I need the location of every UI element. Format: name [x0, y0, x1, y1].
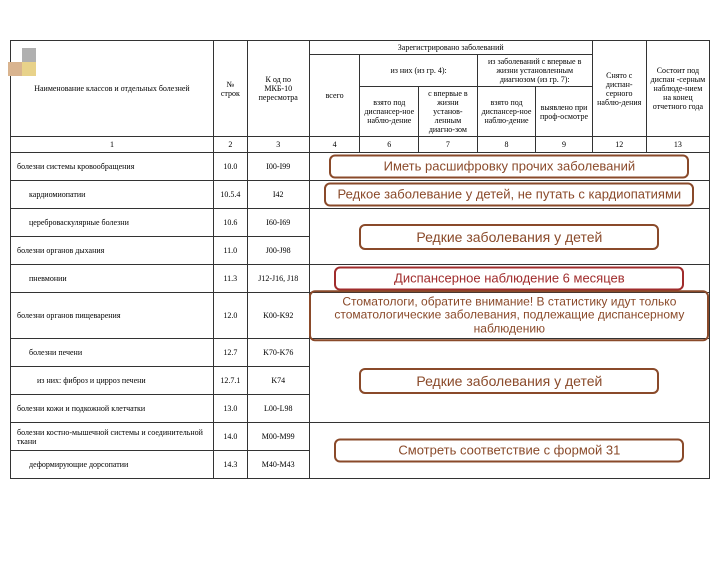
mkb-code: J00-J98	[247, 237, 309, 265]
mkb-code: K74	[247, 367, 309, 395]
row-no: 14.0	[213, 423, 247, 451]
stat-table: Наименование классов и отдельных болезне…	[10, 40, 710, 479]
row-no: 11.0	[213, 237, 247, 265]
row-no: 12.0	[213, 293, 247, 339]
note-cell: Стоматологи, обратите внимание! В статис…	[309, 293, 709, 339]
table-body: болезни системы кровообращения10.0I00-I9…	[11, 153, 710, 479]
note-cell: Редкие заболевания у детей	[309, 339, 709, 423]
col-num: 7	[419, 137, 478, 153]
hdr-vzato: взято под диспансер-ное наблю-дение	[360, 87, 419, 137]
table-row: цереброваскулярные болезни10.6I60-I69Ред…	[11, 209, 710, 237]
mkb-code: K70-K76	[247, 339, 309, 367]
col-num: 12	[592, 137, 646, 153]
hdr-sostoit: Состоит под диспан -серным наблюде-нием …	[646, 41, 709, 137]
note-cell: Смотреть соответствие с формой 31	[309, 423, 709, 479]
table-row: болезни системы кровообращения10.0I00-I9…	[11, 153, 710, 181]
table-row: болезни органов пищеварения12.0K00-K92Ст…	[11, 293, 710, 339]
mkb-code: L00-L98	[247, 395, 309, 423]
hdr-vsego: всего	[309, 55, 360, 137]
disease-name: из них: фиброз и цирроз печени	[11, 367, 214, 395]
note-callout: Редкое заболевание у детей, не путать с …	[324, 182, 694, 207]
hdr-iz4: из них (из гр. 4):	[360, 55, 477, 87]
note-cell: Редкое заболевание у детей, не путать с …	[309, 181, 709, 209]
note-callout: Диспансерное наблюдение 6 месяцев	[334, 266, 684, 291]
disease-name: деформирующие дорсопатии	[11, 451, 214, 479]
disease-name: болезни органов пищеварения	[11, 293, 214, 339]
mkb-code: M40-M43	[247, 451, 309, 479]
mkb-code: K00-K92	[247, 293, 309, 339]
note-cell: Редкие заболевания у детей	[309, 209, 709, 265]
table-row: болезни печени12.7K70-K76Редкие заболева…	[11, 339, 710, 367]
mkb-code: J12-J16, J18	[247, 265, 309, 293]
mkb-code: I42	[247, 181, 309, 209]
mkb-code: I00-I99	[247, 153, 309, 181]
disease-name: болезни костно-мышечной системы и соедин…	[11, 423, 214, 451]
disease-name: болезни органов дыхания	[11, 237, 214, 265]
note-callout: Редкие заболевания у детей	[359, 223, 659, 249]
row-no: 14.3	[213, 451, 247, 479]
row-no: 13.0	[213, 395, 247, 423]
disease-name: болезни системы кровообращения	[11, 153, 214, 181]
row-no: 12.7	[213, 339, 247, 367]
column-number-row: 123467891213	[11, 137, 710, 153]
disease-name: пневмонии	[11, 265, 214, 293]
col-num: 8	[477, 137, 536, 153]
note-callout: Иметь расшифровку прочих заболеваний	[329, 154, 689, 179]
row-no: 11.3	[213, 265, 247, 293]
logo-sq-2	[22, 62, 36, 76]
logo-sq-3	[22, 48, 36, 62]
mkb-code: I60-I69	[247, 209, 309, 237]
table-row: кардиомиопатии10.5.4I42 Редкое заболевани…	[11, 181, 710, 209]
hdr-vzato2: взято под диспансер-ное наблю-дение	[477, 87, 536, 137]
disease-name: болезни печени	[11, 339, 214, 367]
table-row: пневмонии11.3J12-J16, J18 Диспансерное на…	[11, 265, 710, 293]
table-row: болезни костно-мышечной системы и соедин…	[11, 423, 710, 451]
col-num: 3	[247, 137, 309, 153]
note-cell: Диспансерное наблюдение 6 месяцев	[309, 265, 709, 293]
hdr-vpervye: с впервые в жизни установ-ленным диагно-…	[419, 87, 478, 137]
col-num: 6	[360, 137, 419, 153]
row-no: 12.7.1	[213, 367, 247, 395]
disease-name: кардиомиопатии	[11, 181, 214, 209]
note-callout: Редкие заболевания у детей	[359, 367, 659, 393]
hdr-no: № строк	[213, 41, 247, 137]
col-num: 2	[213, 137, 247, 153]
table-header: Наименование классов и отдельных болезне…	[11, 41, 710, 153]
row-no: 10.0	[213, 153, 247, 181]
disease-name: болезни кожи и подкожной клетчатки	[11, 395, 214, 423]
row-no: 10.5.4	[213, 181, 247, 209]
mkb-code: M00-M99	[247, 423, 309, 451]
note-callout: Стоматологи, обратите внимание! В статис…	[309, 290, 709, 341]
hdr-izzab: из заболеваний с впервые в жизни установ…	[477, 55, 592, 87]
note-callout: Смотреть соответствие с формой 31	[334, 438, 684, 463]
col-num: 9	[536, 137, 592, 153]
hdr-snyato: Снято с диспан-серного наблю-дения	[592, 41, 646, 137]
note-cell: Иметь расшифровку прочих заболеваний	[309, 153, 709, 181]
col-num: 13	[646, 137, 709, 153]
hdr-vyyav: выявлено при проф-осмотре	[536, 87, 592, 137]
row-no: 10.6	[213, 209, 247, 237]
logo	[8, 48, 48, 88]
col-num: 4	[309, 137, 360, 153]
hdr-zareg: Зарегистрировано заболеваний	[309, 41, 592, 55]
disease-name: цереброваскулярные болезни	[11, 209, 214, 237]
logo-sq-1	[8, 62, 22, 76]
hdr-mkb: К од по МКБ-10 пересмотра	[247, 41, 309, 137]
col-num: 1	[11, 137, 214, 153]
